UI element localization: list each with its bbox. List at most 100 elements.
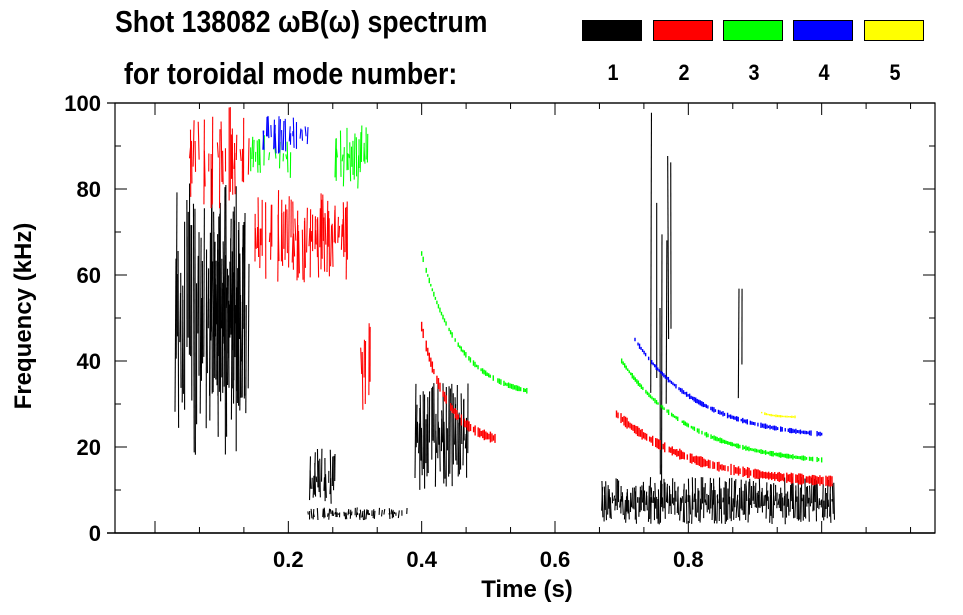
spectral-mark xyxy=(310,508,313,519)
spectral-mark xyxy=(733,480,736,520)
spectral-mark xyxy=(326,200,329,273)
spectral-mark xyxy=(437,421,440,445)
spectral-mark xyxy=(764,494,767,506)
spectral-mark xyxy=(619,499,622,508)
spectral-mark xyxy=(454,397,457,461)
spectral-mark xyxy=(304,126,307,137)
legend-label-4: 4 xyxy=(818,60,830,85)
spectral-mark xyxy=(345,512,348,520)
spectral-mark xyxy=(677,487,680,515)
spectral-mark xyxy=(754,482,757,508)
spectral-mark xyxy=(211,261,214,312)
spectral-mark xyxy=(695,498,698,518)
spectral-mark xyxy=(709,477,711,514)
spectral-mark xyxy=(630,492,633,508)
spectral-mark xyxy=(691,477,694,510)
spectral-mark xyxy=(415,404,418,448)
spectral-mark xyxy=(323,507,326,518)
spectral-mark xyxy=(362,512,365,521)
spectral-mark xyxy=(821,483,824,518)
spectral-mark xyxy=(277,214,280,262)
spectral-mark xyxy=(360,347,363,375)
spectral-mark xyxy=(711,490,714,520)
spectral-mark xyxy=(773,495,776,506)
legend-swatch-4 xyxy=(793,20,853,41)
spectral-mark xyxy=(650,112,653,393)
spectral-mark xyxy=(312,475,315,498)
spectral-mark xyxy=(324,213,327,245)
spectral-mark xyxy=(365,509,368,520)
spectral-mark xyxy=(667,156,670,339)
spectral-mark xyxy=(323,217,326,272)
spectral-mark xyxy=(435,430,438,453)
spectral-mark xyxy=(608,489,611,518)
series-mode-1 xyxy=(174,112,836,525)
spectral-mark xyxy=(212,232,215,393)
spectral-mark xyxy=(329,449,332,504)
spectral-mark xyxy=(625,496,628,523)
spectral-mark xyxy=(273,119,275,150)
spectral-mark xyxy=(192,120,195,167)
spectral-mark xyxy=(225,287,228,309)
spectral-mark xyxy=(826,480,829,519)
spectral-mark xyxy=(342,147,345,187)
spectral-mark xyxy=(770,484,773,525)
spectral-mark xyxy=(752,481,755,501)
spectral-mark xyxy=(317,460,320,493)
spectral-mark xyxy=(268,152,271,161)
spectral-mark xyxy=(220,121,223,183)
spectral-mark xyxy=(292,117,295,148)
spectral-mark xyxy=(607,485,609,515)
spectral-mark xyxy=(680,498,683,512)
spectral-mark xyxy=(238,222,241,340)
spectral-mark xyxy=(720,488,723,524)
spectral-mark xyxy=(833,482,836,520)
spectral-mark xyxy=(326,513,329,517)
spectral-mark xyxy=(314,462,317,497)
spectral-mark xyxy=(647,485,650,522)
spectral-mark xyxy=(714,490,717,521)
chart-title: Shot 138082 ωB(ω) spectrum xyxy=(115,4,488,39)
spectral-mark xyxy=(239,253,242,365)
spectral-mark xyxy=(199,237,202,414)
y-axis-label: Frequency (kHz) xyxy=(10,223,37,410)
spectral-mark xyxy=(254,228,257,249)
spectral-mark xyxy=(649,477,652,520)
spectral-mark xyxy=(242,247,244,329)
spectral-mark xyxy=(252,139,255,168)
legend-label-2: 2 xyxy=(678,60,690,85)
spectral-mark xyxy=(719,485,722,510)
x-tick-label: 0.8 xyxy=(673,547,704,572)
spectral-mark xyxy=(331,223,334,267)
spectral-mark xyxy=(442,383,445,484)
spectral-mark xyxy=(267,116,270,139)
spectral-mark xyxy=(361,351,364,410)
spectral-mark xyxy=(232,220,236,404)
spectral-mark xyxy=(274,148,277,159)
spectral-mark xyxy=(304,217,306,268)
spectral-mark xyxy=(363,147,366,164)
spectral-mark xyxy=(755,492,758,508)
spectral-mark xyxy=(449,388,451,474)
series-mode-3 xyxy=(250,125,823,463)
spectral-mark xyxy=(214,278,217,337)
spectral-mark xyxy=(745,485,748,502)
spectral-mark xyxy=(239,149,242,162)
spectral-mark xyxy=(270,204,272,260)
spectral-mark xyxy=(792,482,795,519)
spectral-mark xyxy=(800,477,803,522)
spectral-mark xyxy=(434,413,437,487)
spectral-mark xyxy=(621,492,624,516)
spectral-mark xyxy=(419,394,422,461)
spectral-mark xyxy=(716,495,719,504)
spectral-mark xyxy=(286,209,288,254)
spectral-mark xyxy=(824,488,827,517)
spectral-mark xyxy=(329,509,332,514)
spectral-mark xyxy=(337,216,339,243)
y-tick-label: 40 xyxy=(77,349,101,374)
spectral-mark xyxy=(634,491,638,524)
spectral-mark xyxy=(218,228,221,317)
spectral-mark xyxy=(293,233,296,257)
series-mode-5 xyxy=(760,411,796,419)
spectral-mark xyxy=(279,119,281,153)
